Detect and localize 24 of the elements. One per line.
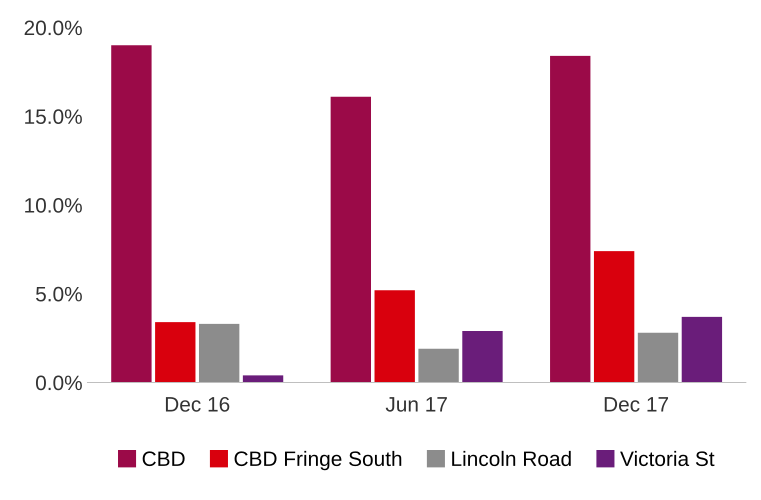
bar <box>242 375 284 382</box>
y-tick-label: 20.0% <box>24 20 82 36</box>
legend-label: Victoria St <box>620 450 714 466</box>
bar <box>682 316 722 382</box>
y-tick-label: 0.0% <box>36 376 82 390</box>
bar <box>418 348 459 382</box>
bar <box>462 331 503 382</box>
bar <box>550 56 590 382</box>
y-tick-label: 10.0% <box>25 198 82 213</box>
bar <box>374 290 415 382</box>
y-tick-label: 5.0% <box>36 286 82 302</box>
bar <box>155 322 196 382</box>
legend-label: CBD Fringe South <box>234 450 402 470</box>
bar <box>594 251 634 382</box>
x-tick-label: Dec 17 <box>604 397 668 412</box>
bar <box>330 96 372 382</box>
legend-label: Lincoln Road <box>452 450 571 466</box>
x-tick-label: Dec 16 <box>166 396 230 412</box>
y-tick-label: 15.0% <box>25 109 82 124</box>
legend-label: CBD <box>142 451 185 466</box>
bar <box>111 45 152 382</box>
bar <box>198 324 240 382</box>
x-tick-label: Jun 17 <box>386 397 447 412</box>
bar <box>638 332 678 382</box>
